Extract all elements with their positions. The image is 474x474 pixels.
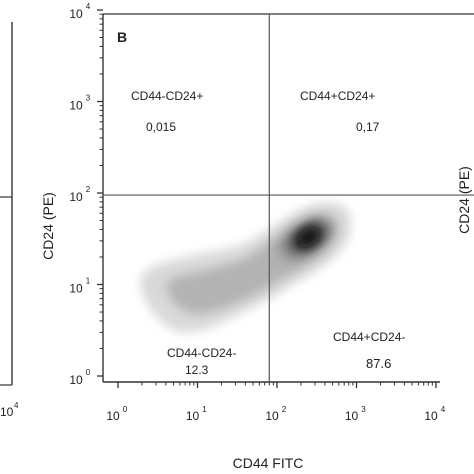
right-panel-y-axis-title: CD24 (PE) xyxy=(456,166,472,234)
x-tick-label: 10 xyxy=(186,409,200,423)
x-axis-ticks: 10 0 10 1 10 2 10 3 10 4 xyxy=(106,382,446,423)
x-tick-exponent: 3 xyxy=(361,405,366,414)
x-tick-exponent: 2 xyxy=(282,405,287,414)
y-tick-label: 10 xyxy=(69,282,83,296)
density-peak xyxy=(297,227,321,247)
y-tick-exponent: 3 xyxy=(86,94,91,103)
y-tick-exponent: 1 xyxy=(86,277,91,286)
x-tick-exponent: 0 xyxy=(123,405,128,414)
y-tick-label: 10 xyxy=(69,99,83,113)
quadrant-bl-name: CD44-CD24- xyxy=(167,346,236,360)
left-panel-tick-exp: 4 xyxy=(14,401,19,410)
quadrant-tl-name: CD44-CD24+ xyxy=(131,89,203,103)
y-tick-exponent: 4 xyxy=(86,2,91,11)
density-cloud xyxy=(140,202,351,333)
x-axis-title: CD44 FITC xyxy=(233,455,304,471)
panel-label: B xyxy=(117,29,127,45)
quadrant-tr-name: CD44+CD24+ xyxy=(300,89,375,103)
quadrant-tl-value: 0,015 xyxy=(146,120,176,134)
y-axis-title: CD24 (PE) xyxy=(40,192,56,260)
x-tick-label: 10 xyxy=(106,409,120,423)
quadrant-br-value: 87.6 xyxy=(366,356,391,371)
x-tick-label: 10 xyxy=(265,409,279,423)
x-tick-exponent: 1 xyxy=(202,405,207,414)
y-tick-exponent: 2 xyxy=(86,185,91,194)
left-panel-tick-base: 10 xyxy=(0,405,14,419)
quadrant-br-name: CD44+CD24- xyxy=(333,330,405,344)
x-tick-label: 10 xyxy=(345,409,359,423)
quadrant-tr-value: 0,17 xyxy=(356,120,380,134)
x-tick-label: 10 xyxy=(424,409,438,423)
left-panel: 10 4 xyxy=(0,22,19,419)
y-tick-exponent: 0 xyxy=(86,368,91,377)
x-tick-exponent: 4 xyxy=(441,405,446,414)
quadrant-bl-value: 12.3 xyxy=(185,363,209,377)
y-tick-label: 10 xyxy=(69,7,83,21)
y-tick-label: 10 xyxy=(69,190,83,204)
y-tick-label: 10 xyxy=(69,373,83,387)
